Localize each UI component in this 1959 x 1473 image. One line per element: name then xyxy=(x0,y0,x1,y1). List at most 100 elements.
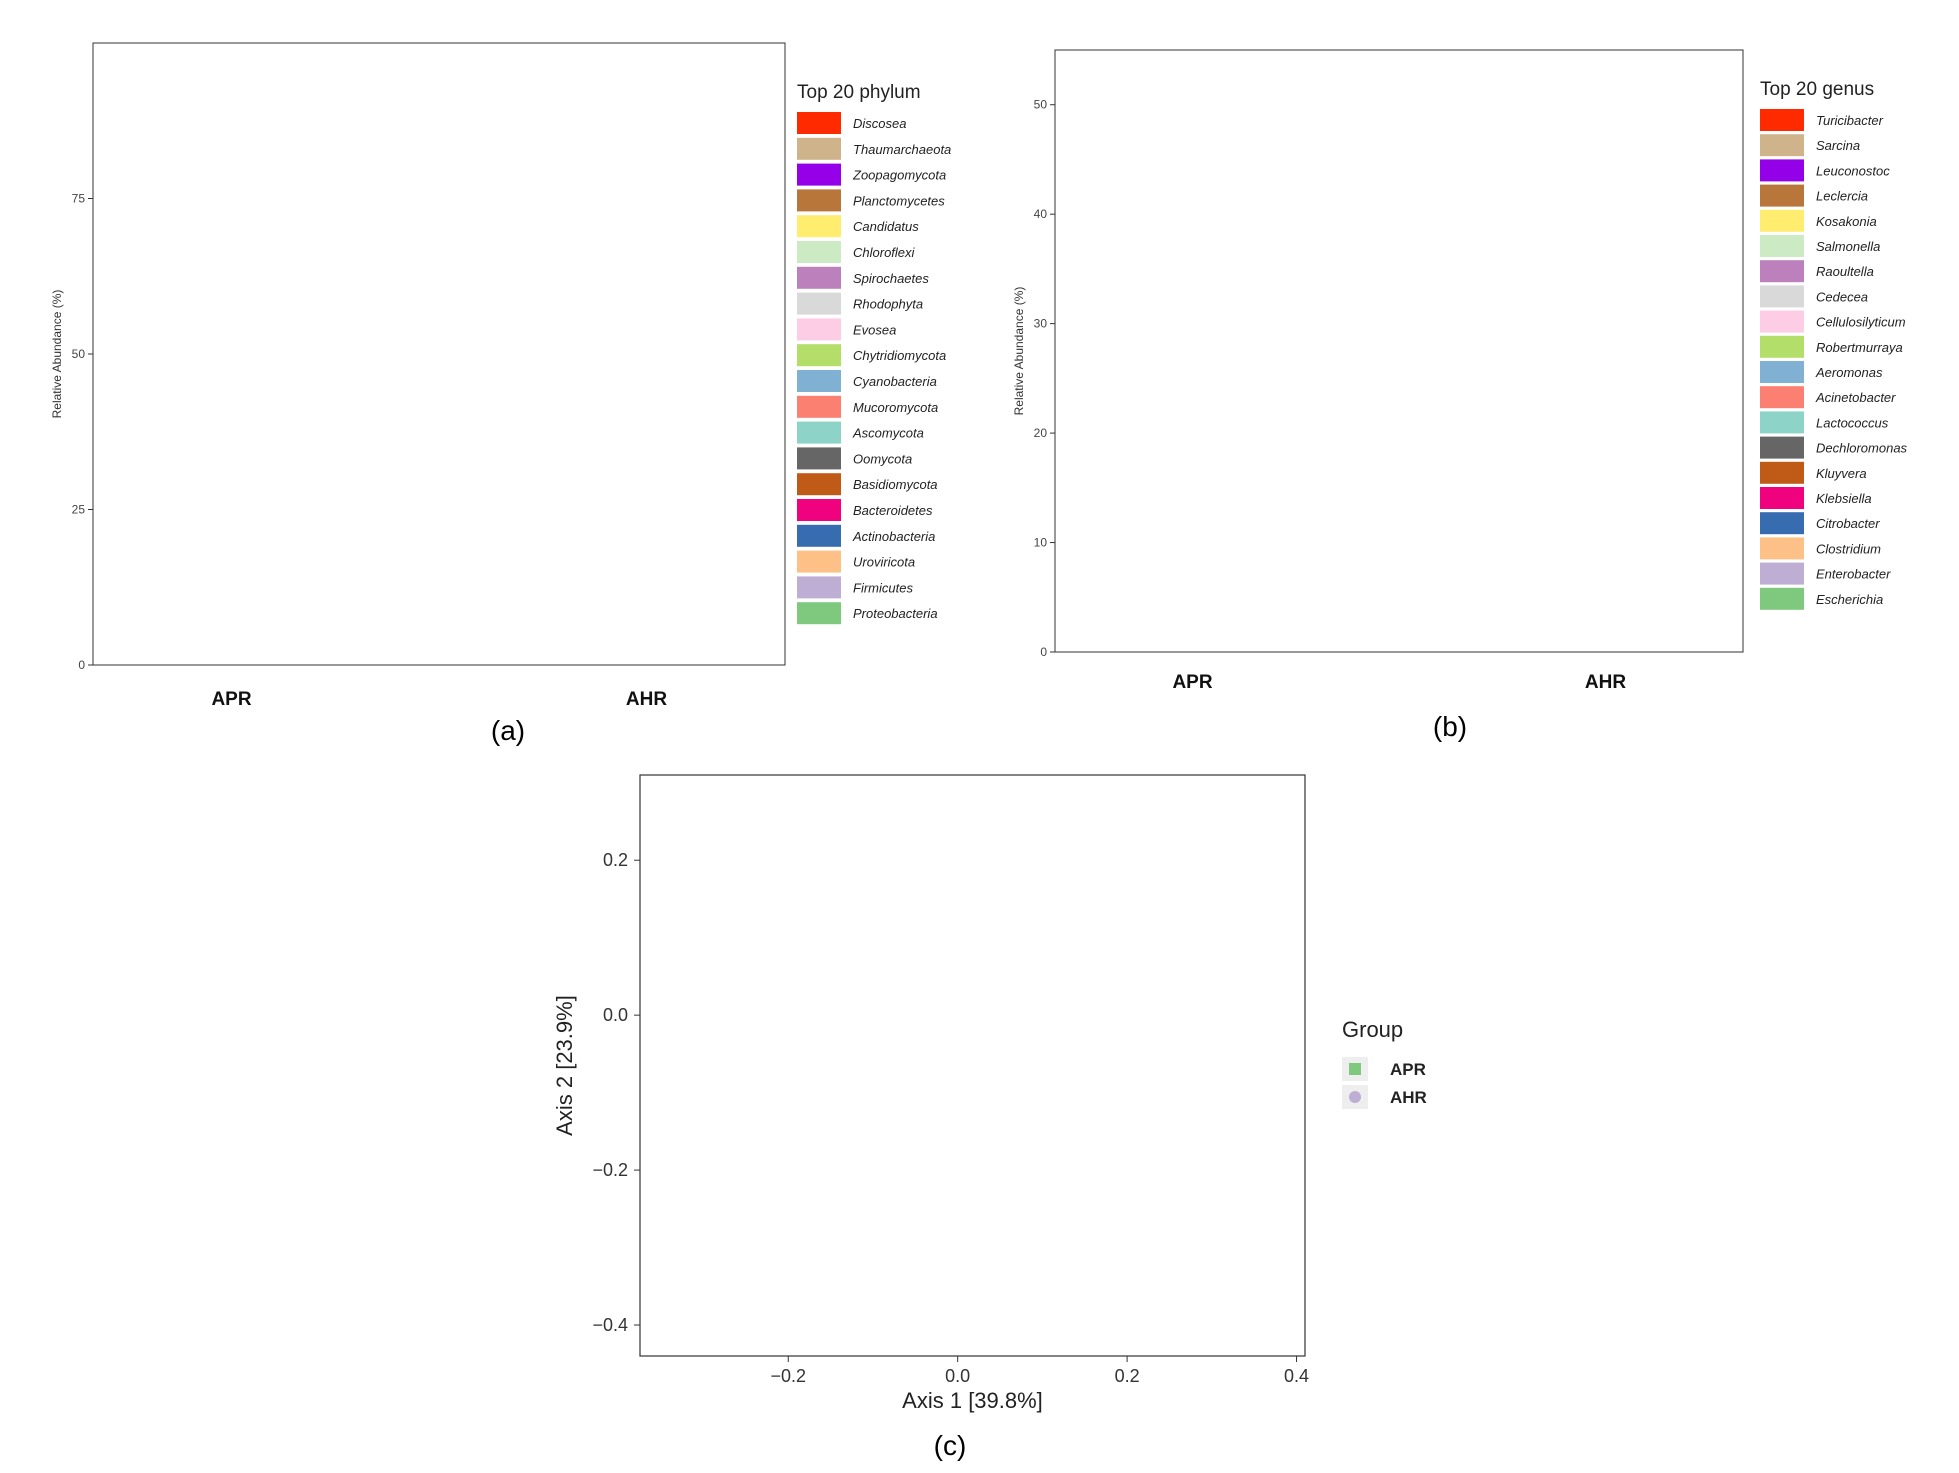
chart-a-panel-label: (a) xyxy=(491,715,525,746)
chart-c-legend-marker-apr xyxy=(1349,1063,1361,1075)
chart-b-legend-swatch-leuconostoc xyxy=(1760,159,1804,182)
chart-a-legend-swatch-candidatus xyxy=(797,215,841,238)
chart-a-legend-swatch-ascomycota xyxy=(797,421,841,444)
chart-c-axes: −0.2 0.0 0.2 0.4 −0.4 −0.2 0.0 0.2 Axis 1 [39.8%… xyxy=(552,774,1309,1413)
chart-a-legend-label-rhodophyta: Rhodophyta xyxy=(853,297,923,312)
chart-a-legend-label-chytridiomycota: Chytridiomycota xyxy=(853,348,946,363)
chart-a-legend-label-chloroflexi: Chloroflexi xyxy=(853,245,916,260)
chart-b-legend-swatch-aeromonas xyxy=(1760,361,1804,383)
chart-a-legend-swatch-proteobacteria xyxy=(797,602,841,625)
chart-a-legend-label-bacteroidetes: Bacteroidetes xyxy=(853,503,933,518)
chart-a-legend-label-firmicutes: Firmicutes xyxy=(853,580,913,595)
chart-c-xtick-label: 0.4 xyxy=(1284,1366,1309,1386)
chart-a-legend-swatch-zoopagomycota xyxy=(797,163,841,186)
chart-a-legend-label-evosea: Evosea xyxy=(853,322,896,337)
chart-b-ytick-label: 10 xyxy=(1034,536,1048,550)
chart-b-legend-label-clostridium: Clostridium xyxy=(1816,541,1881,556)
chart-a-legend-label-zoopagomycota: Zoopagomycota xyxy=(852,168,946,183)
chart-a-legend-swatch-uroviricota xyxy=(797,550,841,573)
chart-b-xtick-ahr: AHR xyxy=(1585,672,1626,693)
chart-c-legend: Group APR AHR xyxy=(1342,1017,1427,1109)
chart-b-legend-swatch-cedecea xyxy=(1760,285,1804,308)
chart-a-panel-border xyxy=(92,42,786,666)
chart-b-legend-swatch-clostridium xyxy=(1760,537,1804,560)
chart-c-xtick-label: 0.2 xyxy=(1115,1366,1140,1386)
chart-a-legend: Top 20 phylum Discosea Thaumarchaeota Zoopa… xyxy=(797,82,951,625)
chart-b-legend-label-salmonella: Salmonella xyxy=(1816,239,1880,254)
chart-c-legend-title: Group xyxy=(1342,1017,1403,1042)
chart-a-legend-label-proteobacteria: Proteobacteria xyxy=(853,606,938,621)
chart-a-legend-swatch-chloroflexi xyxy=(797,241,841,263)
chart-b-panel-border xyxy=(1054,49,1744,653)
chart-a-legend-swatch-spirochaetes xyxy=(797,266,841,289)
chart-a-legend-label-planctomycetes: Planctomycetes xyxy=(853,193,945,208)
chart-b-legend-swatch-sarcina xyxy=(1760,134,1804,157)
chart-a-xtick-ahr: AHR xyxy=(626,689,667,710)
chart-b-legend-swatch-kluyvera xyxy=(1760,461,1804,484)
chart-b-legend-swatch-leclercia xyxy=(1760,184,1804,207)
chart-b-legend-label-sarcina: Sarcina xyxy=(1816,138,1860,153)
chart-b-ytick-label: 50 xyxy=(1034,98,1048,112)
chart-b-legend-label-turicibacter: Turicibacter xyxy=(1816,113,1884,128)
chart-a-phylum: 0 25 50 75 Relative Abundance (%) APR AHR Top … xyxy=(50,42,951,746)
chart-b-legend-label-enterobacter: Enterobacter xyxy=(1816,567,1891,582)
chart-b-ytick-label: 0 xyxy=(1040,645,1047,659)
chart-b-ylabel: Relative Abundance (%) xyxy=(1012,287,1026,416)
chart-b-panel-label: (b) xyxy=(1433,711,1467,742)
chart-b-legend-swatch-cellulosilyticum xyxy=(1760,310,1804,333)
chart-c-xtick-label: 0.0 xyxy=(945,1366,970,1386)
chart-a-legend-swatch-oomycota xyxy=(797,447,841,470)
chart-c-ytick-label: 0.0 xyxy=(603,1005,628,1025)
chart-a-axes: 0 25 50 75 Relative Abundance (%) APR AHR xyxy=(50,42,786,710)
chart-a-legend-label-discosea: Discosea xyxy=(853,116,906,131)
chart-b-legend-swatch-klebsiella xyxy=(1760,487,1804,509)
chart-b-legend-label-klebsiella: Klebsiella xyxy=(1816,491,1872,506)
chart-a-legend-swatch-basidiomycota xyxy=(797,473,841,496)
chart-c-legend-label-apr: APR xyxy=(1390,1060,1426,1079)
chart-a-legend-label-actinobacteria: Actinobacteria xyxy=(852,529,935,544)
chart-a-legend-swatch-planctomycetes xyxy=(797,189,841,212)
chart-a-ytick-label: 0 xyxy=(78,658,85,672)
chart-a-legend-swatch-bacteroidetes xyxy=(797,499,841,521)
chart-a-ytick-label: 25 xyxy=(72,503,86,517)
chart-a-legend-label-candidatus: Candidatus xyxy=(853,219,919,234)
chart-c-ytick-label: −0.2 xyxy=(592,1160,628,1180)
chart-b-ytick-label: 40 xyxy=(1034,207,1048,221)
chart-b-legend-label-lactococcus: Lactococcus xyxy=(1816,415,1889,430)
chart-a-legend-label-thaumarchaeota: Thaumarchaeota xyxy=(853,142,951,157)
chart-b-legend-label-kosakonia: Kosakonia xyxy=(1816,214,1877,229)
chart-c-ytick-label: −0.4 xyxy=(592,1315,628,1335)
chart-b-legend-swatch-lactococcus xyxy=(1760,411,1804,434)
chart-b-ytick-label: 20 xyxy=(1034,426,1048,440)
chart-c-legend-label-ahr: AHR xyxy=(1390,1088,1427,1107)
chart-a-ytick-label: 75 xyxy=(72,192,86,206)
chart-a-legend-label-cyanobacteria: Cyanobacteria xyxy=(853,374,937,389)
chart-b-legend-swatch-kosakonia xyxy=(1760,209,1804,232)
chart-b-ytick-label: 30 xyxy=(1034,317,1048,331)
chart-b-legend-label-kluyvera: Kluyvera xyxy=(1816,466,1867,481)
chart-a-legend-label-basidiomycota: Basidiomycota xyxy=(853,477,938,492)
chart-b-legend-swatch-dechloromonas xyxy=(1760,436,1804,459)
chart-a-ylabel: Relative Abundance (%) xyxy=(50,290,64,419)
chart-b-legend-label-cellulosilyticum: Cellulosilyticum xyxy=(1816,315,1906,330)
chart-a-legend-swatch-chytridiomycota xyxy=(797,344,841,367)
chart-b-legend-title: Top 20 genus xyxy=(1760,79,1874,100)
chart-a-legend-swatch-thaumarchaeota xyxy=(797,137,841,160)
chart-b-legend-label-raoultella: Raoultella xyxy=(1816,264,1874,279)
chart-a-legend-swatch-cyanobacteria xyxy=(797,370,841,392)
chart-b-legend-label-leuconostoc: Leuconostoc xyxy=(1816,163,1890,178)
chart-b-legend-swatch-robertmurraya xyxy=(1760,335,1804,358)
chart-b-xtick-apr: APR xyxy=(1172,672,1212,693)
chart-a-legend-swatch-mucoromycota xyxy=(797,395,841,418)
chart-b-legend-label-dechloromonas: Dechloromonas xyxy=(1816,441,1908,456)
chart-a-legend-swatch-evosea xyxy=(797,318,841,341)
chart-a-legend-label-ascomycota: Ascomycota xyxy=(852,426,924,441)
chart-b-legend-label-aeromonas: Aeromonas xyxy=(1815,365,1883,380)
chart-b-legend-label-acinetobacter: Acinetobacter xyxy=(1815,390,1896,405)
chart-b-legend-label-leclercia: Leclercia xyxy=(1816,189,1868,204)
chart-a-legend-label-mucoromycota: Mucoromycota xyxy=(853,400,938,415)
chart-c-ytick-label: 0.2 xyxy=(603,850,628,870)
chart-a-legend-swatch-discosea xyxy=(797,112,841,134)
chart-b-legend-swatch-escherichia xyxy=(1760,587,1804,610)
